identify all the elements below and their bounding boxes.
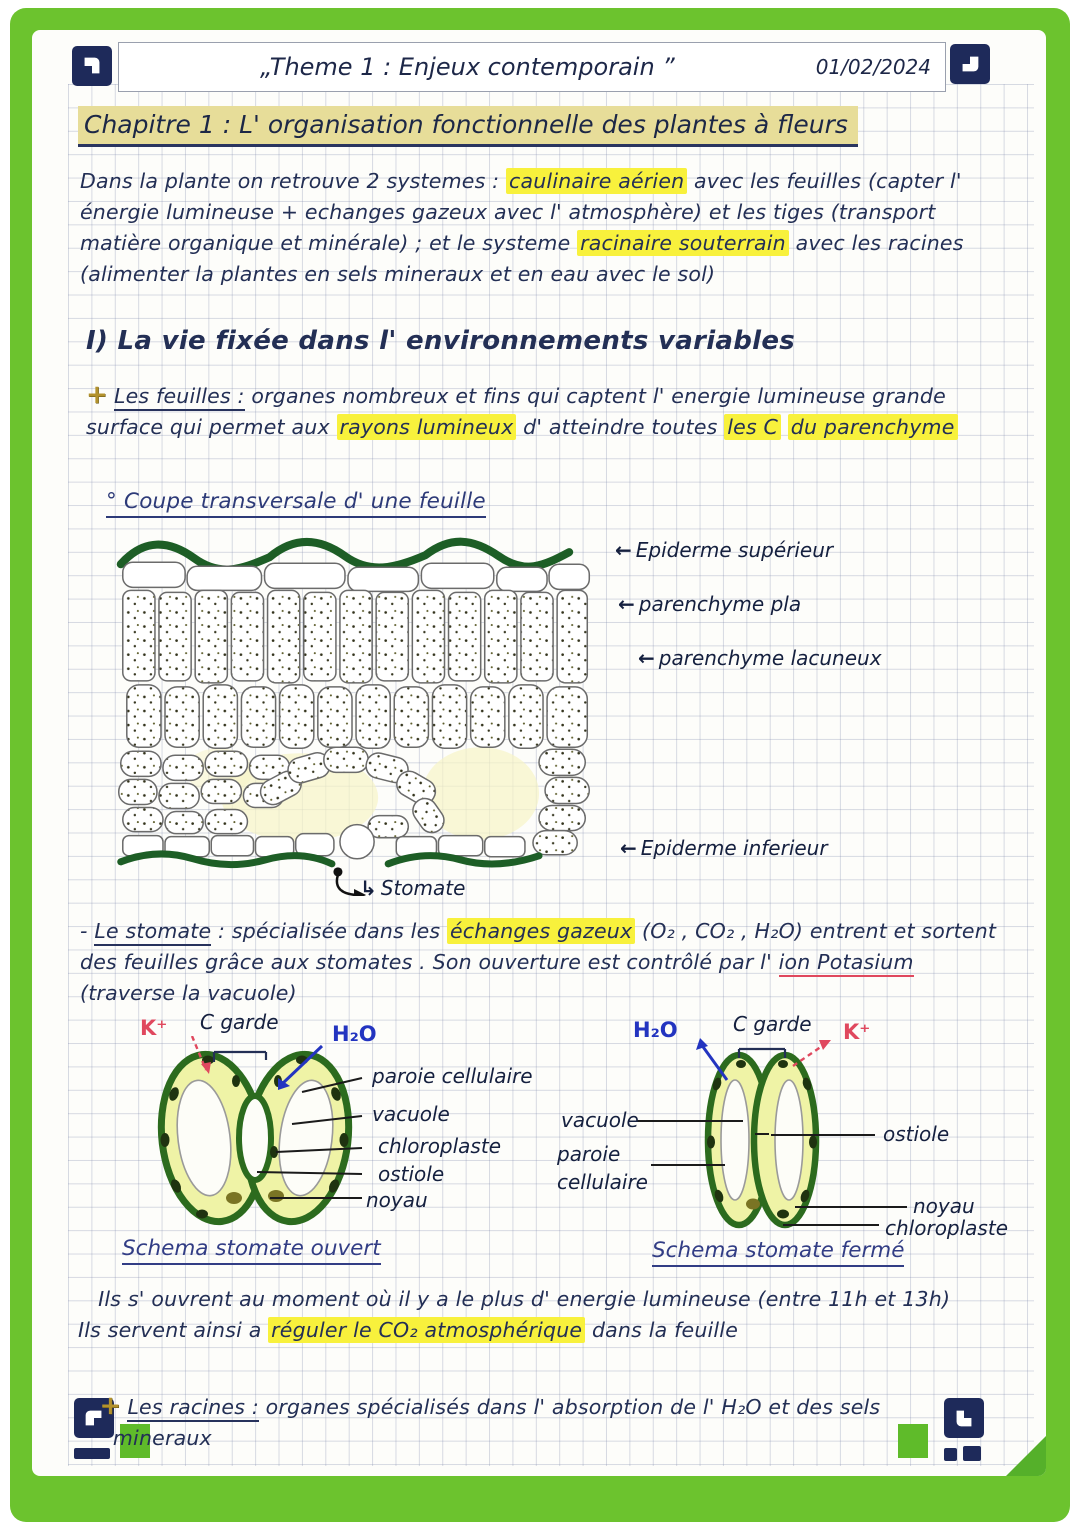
bottom-right-green-square xyxy=(898,1424,928,1458)
page-title: „Theme 1 : Enjeux contemporain ” xyxy=(259,53,675,81)
corner-marker-top-left-icon xyxy=(72,46,112,86)
arrow-left-icon: ← xyxy=(618,592,635,616)
label-parenchyme-lacuneux: ← parenchyme lacuneux xyxy=(638,646,882,670)
k-plus-label: K⁺ xyxy=(843,1020,871,1044)
vacuole-line xyxy=(637,1120,743,1122)
label-epiderme-inferieur: ← Epiderme inferieur xyxy=(620,836,828,860)
racines-paragraph: + Les racines : organes spécialisés dans … xyxy=(99,1391,881,1450)
conclusion-paragraph: Ils s' ouvrent au moment où il y a le pl… xyxy=(78,1287,951,1343)
corner-marker-bottom-left-icon xyxy=(74,1398,114,1438)
page-curl xyxy=(1006,1436,1046,1476)
chloroplaste-label: chloroplaste xyxy=(885,1216,1008,1240)
ostiole-line xyxy=(771,1134,875,1136)
corner-marker-top-right-icon xyxy=(950,44,990,84)
stomate-paragraph: - Le stomate : spécialisée dans les écha… xyxy=(80,918,997,1005)
bottom-right-dot1 xyxy=(944,1448,957,1461)
h2o-label: H₂O xyxy=(633,1018,678,1042)
header-box: „Theme 1 : Enjeux contemporain ” 01/02/2… xyxy=(118,42,946,92)
bottom-left-bar xyxy=(74,1448,110,1459)
arrow-left-icon: ← xyxy=(638,646,655,670)
section-heading: I) La vie fixée dans l' environnements v… xyxy=(86,326,796,356)
caption-stomate-ferme: Schema stomate fermé xyxy=(652,1238,905,1267)
feuilles-paragraph: + Les feuilles : organes nombreux et fins… xyxy=(86,380,988,443)
stomate-open-figure: K⁺ C garde H₂O paroie cellulaire vacuole… xyxy=(100,1010,560,1237)
stomate-open-diagram xyxy=(157,1036,363,1226)
paroi-label-line2: cellulaire xyxy=(557,1170,648,1194)
ostiole-label: ostiole xyxy=(883,1122,950,1146)
noyau-line xyxy=(795,1206,907,1208)
noyau-label: noyau xyxy=(913,1194,975,1218)
chapter-title: Chapitre 1 : L' organisation fonctionnel… xyxy=(78,106,950,147)
label-stomate: ↳ Stomate xyxy=(360,876,466,900)
cellule-garde-label: C garde xyxy=(200,1010,279,1034)
ostiole-label: ostiole xyxy=(378,1162,445,1186)
leaf-figure-title: ° Coupe transversale d' une feuille xyxy=(106,486,486,518)
cross-bullet-icon: + xyxy=(99,1391,122,1421)
stomate-closed-figure: H₂O C garde K⁺ vacuole paroie cellulaire… xyxy=(555,1012,1020,1240)
intro-paragraph: Dans la plante on retrouve 2 systemes : … xyxy=(80,168,964,286)
arrow-left-icon: ← xyxy=(620,836,637,860)
bottom-left-green-square xyxy=(120,1424,150,1458)
chloroplaste-line xyxy=(783,1224,879,1226)
arrow-curved-icon: ↳ xyxy=(360,876,377,900)
cellule-garde-label: C garde xyxy=(733,1012,812,1036)
stomate-closed-diagram xyxy=(696,1038,831,1229)
paroi-line xyxy=(651,1164,725,1166)
bottom-right-dot2 xyxy=(963,1446,981,1461)
noyau-label: noyau xyxy=(366,1188,428,1212)
label-parenchyme-palissadique: ← parenchyme pla xyxy=(618,592,802,616)
arrow-left-icon: ← xyxy=(615,538,632,562)
paroi-label-line1: paroie xyxy=(557,1142,621,1166)
caption-stomate-ouvert: Schema stomate ouvert xyxy=(122,1236,381,1265)
vacuole-label: vacuole xyxy=(372,1102,450,1126)
chloroplaste-label: chloroplaste xyxy=(378,1134,501,1158)
k-plus-label: K⁺ xyxy=(140,1016,168,1040)
leaf-diagram xyxy=(116,537,591,896)
leaf-figure: ← Epiderme supérieur ← parenchyme pla ← par… xyxy=(60,524,1020,909)
page-date: 01/02/2024 xyxy=(815,55,931,79)
green-scan-frame xyxy=(10,8,1070,1522)
vacuole-label: vacuole xyxy=(561,1108,639,1132)
corner-marker-bottom-right-icon xyxy=(944,1398,984,1438)
cross-bullet-icon: + xyxy=(86,380,108,410)
paroi-cellulaire-label: paroie cellulaire xyxy=(372,1064,533,1088)
label-epiderme-superieur: ← Epiderme supérieur xyxy=(615,538,834,562)
h2o-label: H₂O xyxy=(332,1022,377,1046)
